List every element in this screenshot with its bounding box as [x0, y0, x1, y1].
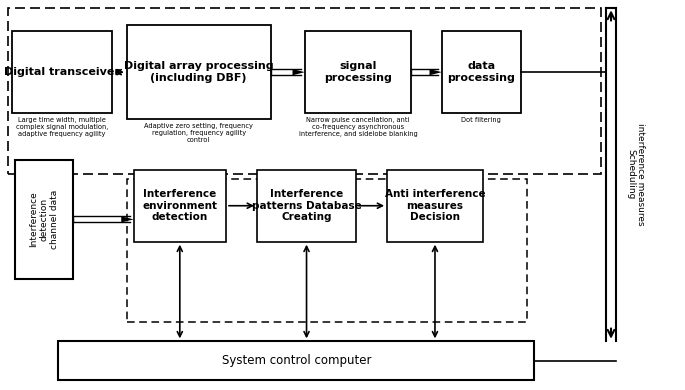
Bar	[15, 160, 73, 279]
Bar	[257, 170, 356, 242]
Text: Interference
detection
channel data: Interference detection channel data	[29, 190, 59, 249]
Text: Interference
environment
detection: Interference environment detection	[142, 189, 217, 222]
Text: Anti interference
measures
Decision: Anti interference measures Decision	[385, 189, 485, 222]
Bar	[134, 170, 226, 242]
Bar	[127, 25, 271, 119]
Bar	[127, 179, 527, 322]
Text: Large time width, multiple
complex signal modulation,
adaptive frequency agility: Large time width, multiple complex signa…	[16, 117, 108, 137]
Bar	[442, 31, 521, 113]
Text: Digital transceiver: Digital transceiver	[4, 67, 120, 77]
Bar	[12, 31, 112, 113]
Text: Adaptive zero setting, frequency
regulation, frequency agility
control: Adaptive zero setting, frequency regulat…	[145, 123, 253, 143]
Bar	[8, 8, 601, 174]
Text: Dot filtering: Dot filtering	[461, 117, 501, 123]
Bar	[58, 341, 534, 380]
Polygon shape	[429, 69, 442, 75]
Text: signal
processing: signal processing	[324, 61, 392, 83]
Text: Interference
patterns Database
Creating: Interference patterns Database Creating	[251, 189, 362, 222]
Text: Narrow pulse cancellation, anti
co-frequency asynchronous
interference, and side: Narrow pulse cancellation, anti co-frequ…	[299, 117, 417, 137]
Text: System control computer: System control computer	[221, 354, 371, 367]
Bar	[387, 170, 483, 242]
Text: Digital array processing
(including DBF): Digital array processing (including DBF)	[124, 61, 273, 83]
Bar	[305, 31, 411, 113]
Polygon shape	[292, 69, 305, 75]
Text: data
processing: data processing	[447, 61, 515, 83]
Text: interference measures
Scheduling: interference measures Scheduling	[626, 123, 645, 226]
Polygon shape	[121, 216, 134, 222]
